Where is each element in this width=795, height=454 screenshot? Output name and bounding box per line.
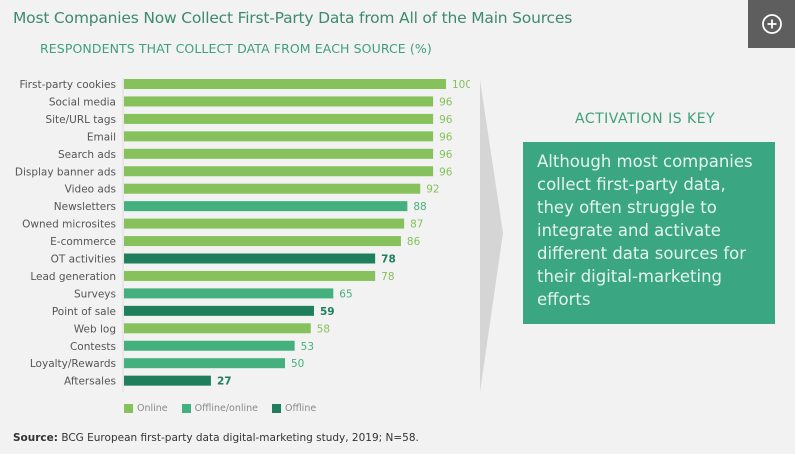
bar bbox=[124, 236, 401, 247]
chart-subtitle: RESPONDENTS THAT COLLECT DATA FROM EACH … bbox=[40, 41, 432, 56]
value-label: 87 bbox=[410, 219, 423, 231]
legend-label: Online bbox=[137, 403, 168, 414]
bar-chart: First-party cookies 100 Social media 96 Site… bbox=[15, 78, 470, 392]
category-label: Email bbox=[87, 131, 116, 143]
value-label: 96 bbox=[439, 114, 453, 126]
callout-box: Although most companies collect first-pa… bbox=[523, 142, 775, 324]
value-label: 27 bbox=[217, 376, 232, 388]
bar bbox=[124, 218, 405, 229]
bar bbox=[124, 253, 376, 264]
expand-button[interactable] bbox=[748, 0, 795, 48]
category-label: Newsletters bbox=[54, 201, 116, 213]
legend-label: Offline/online bbox=[194, 403, 259, 414]
category-label: OT activities bbox=[51, 254, 116, 266]
category-label: Search ads bbox=[58, 149, 116, 161]
value-label: 78 bbox=[381, 271, 394, 283]
bar bbox=[124, 340, 295, 351]
bar bbox=[124, 201, 408, 212]
bar bbox=[124, 323, 311, 334]
value-label: 78 bbox=[381, 254, 396, 266]
bar bbox=[124, 113, 434, 124]
legend-item-online: Online bbox=[124, 403, 168, 414]
callout-text: Although most companies collect first-pa… bbox=[537, 152, 753, 309]
callout-title: ACTIVATION IS KEY bbox=[575, 111, 716, 127]
bar bbox=[124, 148, 434, 159]
legend-item-offline: Offline bbox=[272, 403, 316, 414]
category-label: Aftersales bbox=[64, 376, 116, 388]
category-label: Contests bbox=[70, 341, 116, 353]
value-label: 50 bbox=[291, 358, 304, 370]
legend-swatch bbox=[124, 404, 133, 413]
legend-item-offline-online: Offline/online bbox=[181, 403, 259, 414]
source-text: BCG European first-party data digital-ma… bbox=[57, 432, 419, 444]
bar bbox=[124, 305, 314, 316]
value-label: 65 bbox=[339, 288, 352, 300]
category-label: Web log bbox=[74, 323, 116, 335]
category-label: E-commerce bbox=[50, 236, 116, 248]
value-label: 59 bbox=[320, 306, 335, 318]
bar bbox=[124, 183, 421, 194]
chart-title: Most Companies Now Collect First-Party D… bbox=[13, 9, 573, 27]
value-label: 53 bbox=[301, 341, 314, 353]
bar bbox=[124, 270, 376, 281]
category-label: Lead generation bbox=[30, 271, 116, 283]
legend-label: Offline bbox=[285, 403, 317, 414]
value-label: 96 bbox=[439, 96, 453, 108]
chart-legend: Online Offline/online Offline bbox=[124, 403, 316, 414]
value-label: 86 bbox=[407, 236, 421, 248]
category-label: Loyalty/Rewards bbox=[30, 358, 116, 370]
value-label: 100 bbox=[452, 79, 470, 91]
value-label: 96 bbox=[439, 166, 453, 178]
value-label: 96 bbox=[439, 131, 453, 143]
bar bbox=[124, 166, 434, 177]
value-label: 96 bbox=[439, 149, 453, 161]
legend-swatch bbox=[181, 404, 191, 413]
plus-circle-icon bbox=[761, 14, 782, 34]
category-label: Point of sale bbox=[52, 306, 116, 318]
bar bbox=[124, 375, 211, 386]
chevron-shape bbox=[480, 80, 503, 392]
value-label: 58 bbox=[317, 323, 330, 335]
category-label: Surveys bbox=[74, 288, 116, 300]
source-note: Source: BCG European first-party data di… bbox=[13, 432, 419, 444]
legend-swatch bbox=[272, 404, 282, 413]
category-label: Site/URL tags bbox=[45, 114, 116, 126]
value-label: 88 bbox=[413, 201, 426, 213]
category-label: Display banner ads bbox=[15, 166, 116, 178]
value-label: 92 bbox=[426, 184, 439, 196]
bars-group: First-party cookies 100 Social media 96 Site… bbox=[15, 79, 470, 388]
bar bbox=[124, 358, 285, 369]
category-label: First-party cookies bbox=[19, 79, 116, 91]
bar bbox=[124, 96, 434, 107]
bar bbox=[124, 288, 334, 299]
category-label: Video ads bbox=[65, 184, 116, 196]
bar bbox=[124, 131, 434, 142]
bar bbox=[124, 79, 446, 89]
source-label: Source: bbox=[13, 432, 58, 444]
category-label: Social media bbox=[49, 96, 116, 108]
category-label: Owned microsites bbox=[22, 219, 116, 231]
